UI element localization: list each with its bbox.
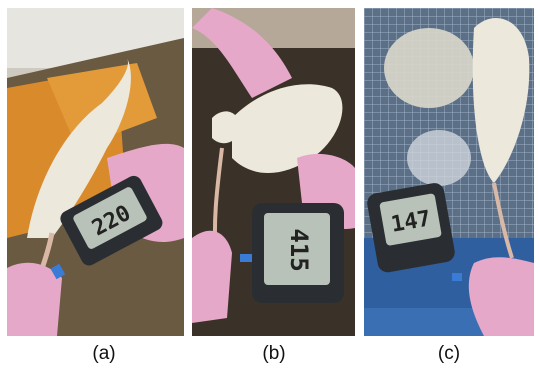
glucometer-a: 220: [60, 175, 163, 266]
caption-b: (b): [262, 343, 286, 364]
glucometer-c: 147: [367, 183, 455, 273]
photo-rat-held: 415: [192, 8, 355, 336]
caption-c: (c): [437, 343, 461, 364]
photo-rat-towel: 220: [7, 8, 184, 336]
photo-panel-b: 415: [192, 8, 355, 336]
photo-panel-c: 147: [364, 8, 534, 336]
photo-panel-a: 220: [7, 8, 184, 336]
caption-a: (a): [92, 343, 116, 364]
photo-rat-cage: 147: [364, 8, 534, 336]
meter-reading-b: 415: [285, 228, 313, 271]
glucometer-b: 415: [252, 203, 344, 303]
